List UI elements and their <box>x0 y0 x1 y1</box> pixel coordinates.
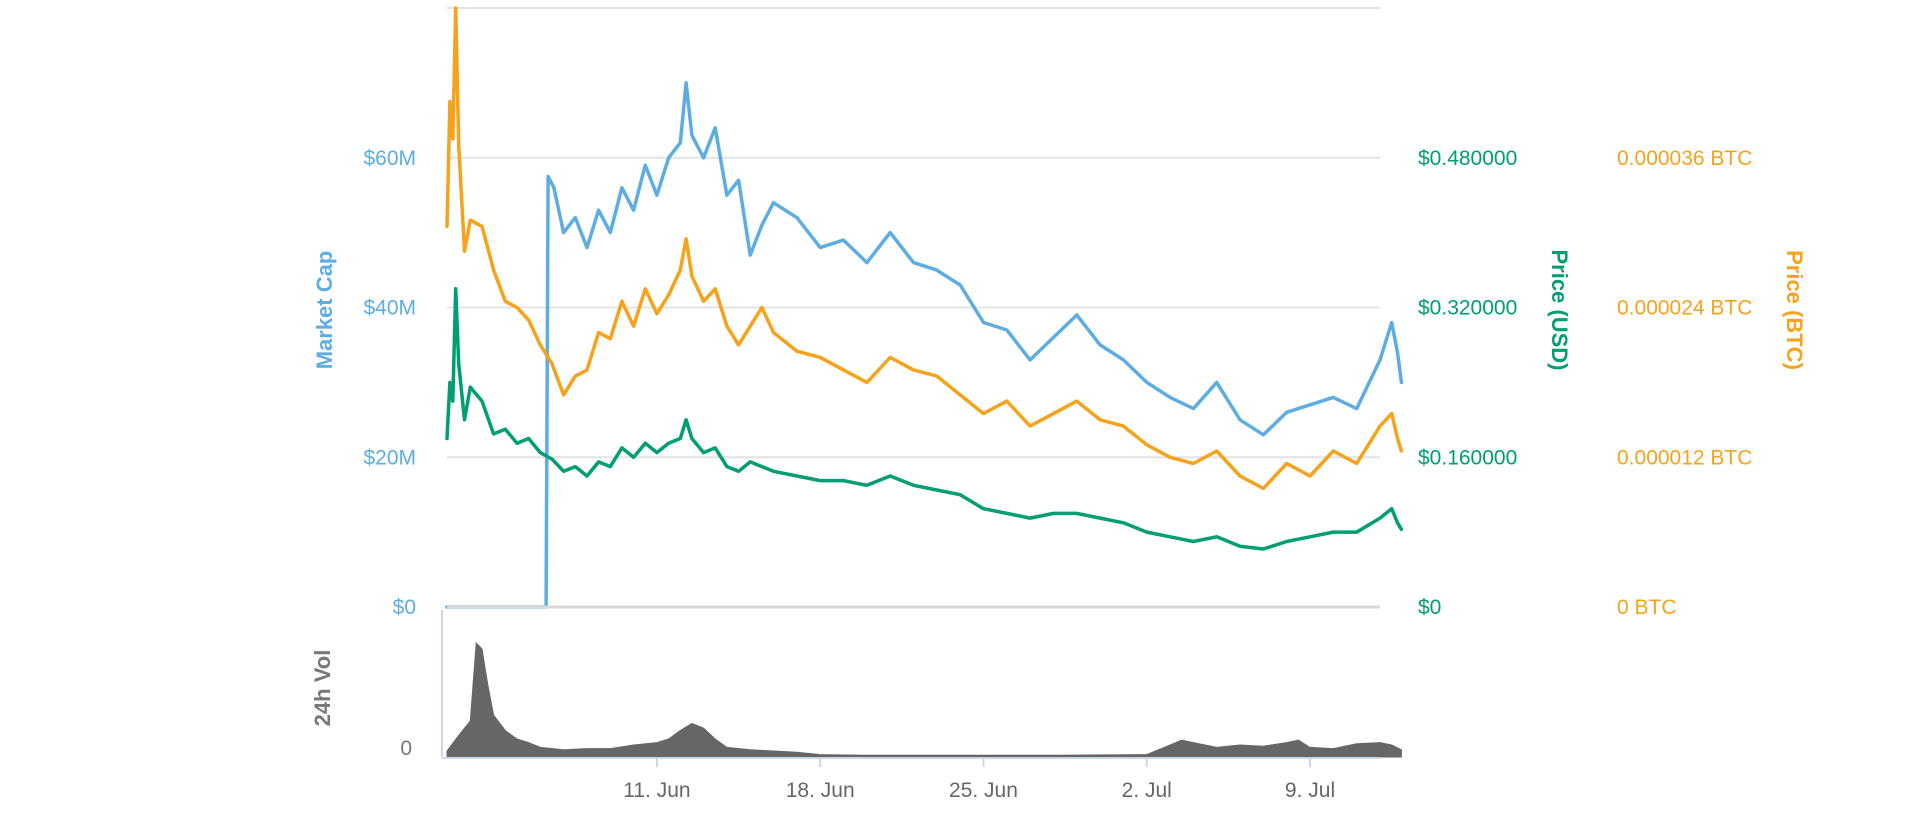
axis-labels: 11. Jun 18. Jun 25. Jun 2. Jul 9. Jul $0 $20M $… <box>310 147 1807 802</box>
gridlines <box>447 7 1380 608</box>
market-cap-axis-title: Market Cap <box>312 251 337 370</box>
axes <box>441 605 1380 767</box>
market-cap-tick-label: $20M <box>363 446 416 469</box>
market-cap-line <box>445 81 1404 609</box>
btc-tick-label: 0.000012 BTC <box>1617 446 1752 469</box>
btc-tick-label: 0 BTC <box>1617 596 1677 619</box>
market-cap-tick-label: $0 <box>393 596 416 619</box>
btc-tick-label: 0.000036 BTC <box>1617 147 1752 170</box>
btc-tick-label: 0.000024 BTC <box>1617 297 1752 320</box>
usd-tick-label: $0 <box>1418 596 1441 619</box>
usd-tick-label: $0.320000 <box>1418 297 1517 320</box>
usd-tick-label: $0.480000 <box>1418 147 1517 170</box>
volume-tick-label: 0 <box>400 737 412 760</box>
x-tick-label: 2. Jul <box>1122 779 1172 802</box>
x-tick-label: 25. Jun <box>949 779 1018 802</box>
series-lines <box>445 6 1404 758</box>
usd-tick-label: $0.160000 <box>1418 446 1517 469</box>
usd-axis-title: Price (USD) <box>1547 249 1572 370</box>
market-cap-tick-label: $40M <box>363 297 416 320</box>
x-tick-label: 18. Jun <box>786 779 855 802</box>
market-cap-tick-label: $60M <box>363 147 416 170</box>
volume-axis-title: 24h Vol <box>310 650 335 727</box>
x-tick-label: 9. Jul <box>1285 779 1335 802</box>
x-tick-label: 11. Jun <box>623 779 690 802</box>
price-usd-line <box>445 287 1404 551</box>
volume-area <box>446 641 1402 758</box>
price-btc-line <box>445 6 1404 491</box>
btc-axis-title: Price (BTC) <box>1782 250 1807 370</box>
